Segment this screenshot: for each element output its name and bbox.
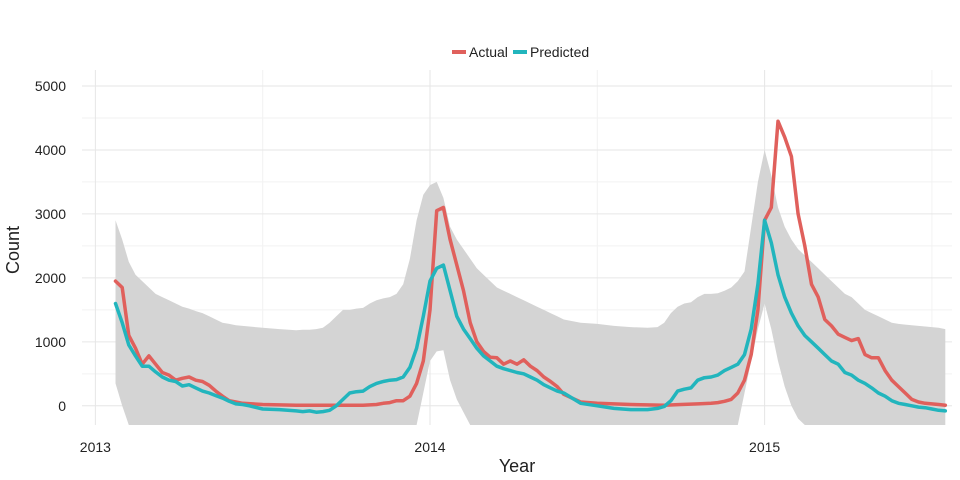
series-line-predicted: [113, 218, 948, 414]
legend: Actual Predicted: [452, 44, 589, 60]
confidence-band-layer: [115, 150, 946, 425]
x-tick-label-2015: 2015: [749, 439, 780, 455]
y-tick-label-3000: 3000: [35, 206, 66, 222]
y-tick-label-1000: 1000: [35, 334, 66, 350]
y-tick-label-4000: 4000: [35, 142, 66, 158]
predicted-confidence-band: [115, 150, 946, 425]
y-axis-title: Count: [3, 226, 23, 274]
x-tick-label-2014: 2014: [414, 439, 445, 455]
y-tick-label-2000: 2000: [35, 270, 66, 286]
series-lines-layer: [113, 119, 948, 414]
y-tick-label-5000: 5000: [35, 78, 66, 94]
x-axis-title: Year: [499, 456, 535, 476]
x-axis-ticks: 2013 2014 2015: [80, 439, 781, 455]
series-line-actual: [113, 119, 948, 407]
y-axis-ticks: 0 1000 2000 3000 4000 5000: [35, 78, 66, 414]
x-tick-label-2013: 2013: [80, 439, 111, 455]
y-tick-label-0: 0: [58, 398, 66, 414]
legend-label-predicted: Predicted: [530, 44, 589, 60]
legend-label-actual: Actual: [469, 44, 508, 60]
